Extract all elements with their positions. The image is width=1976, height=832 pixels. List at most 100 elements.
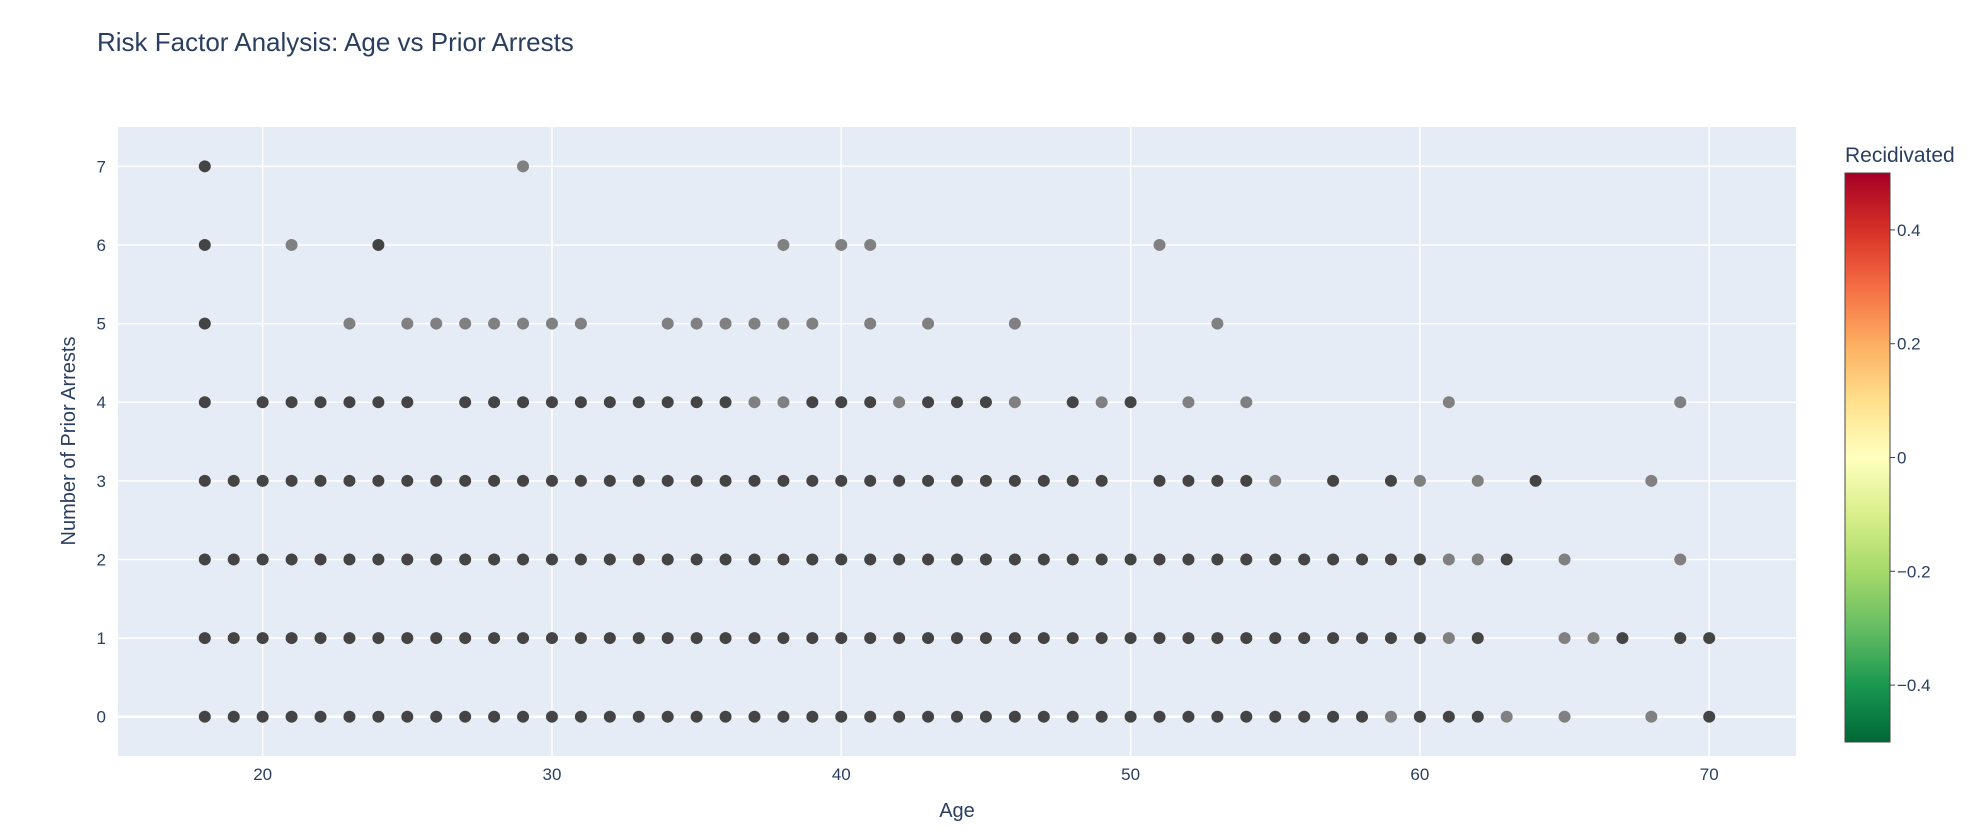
x-tick-label: 40 bbox=[832, 765, 851, 784]
data-point bbox=[545, 710, 558, 723]
data-point bbox=[748, 632, 761, 645]
data-point bbox=[1356, 710, 1369, 723]
data-point bbox=[314, 553, 327, 566]
data-point bbox=[893, 632, 906, 645]
data-point bbox=[1008, 553, 1021, 566]
data-point bbox=[285, 238, 298, 251]
data-point bbox=[1182, 474, 1195, 487]
data-point bbox=[1240, 474, 1253, 487]
data-point bbox=[835, 474, 848, 487]
data-point bbox=[285, 474, 298, 487]
data-point bbox=[198, 317, 211, 330]
data-point bbox=[256, 396, 269, 409]
data-point bbox=[951, 553, 963, 566]
data-point bbox=[1442, 632, 1455, 645]
data-point bbox=[1674, 553, 1687, 566]
data-point bbox=[1587, 632, 1600, 645]
data-point bbox=[719, 396, 732, 409]
data-point bbox=[777, 553, 790, 566]
data-point bbox=[1471, 553, 1484, 566]
data-point bbox=[401, 317, 414, 330]
data-point bbox=[459, 553, 472, 566]
data-point bbox=[1442, 396, 1455, 409]
colorbar-tick-label: −0.4 bbox=[1897, 676, 1931, 695]
data-point bbox=[603, 396, 616, 409]
y-tick-label: 6 bbox=[97, 236, 106, 255]
data-point bbox=[1240, 710, 1253, 723]
data-point bbox=[574, 396, 587, 409]
data-point bbox=[545, 317, 558, 330]
data-point bbox=[1182, 710, 1195, 723]
data-point bbox=[488, 553, 501, 566]
data-point bbox=[545, 553, 558, 566]
chart-title: Risk Factor Analysis: Age vs Prior Arres… bbox=[97, 27, 574, 57]
y-tick-label: 4 bbox=[97, 393, 106, 412]
data-point bbox=[1095, 474, 1108, 487]
data-point bbox=[1471, 632, 1484, 645]
data-point bbox=[690, 396, 703, 409]
data-point bbox=[227, 710, 240, 723]
data-point bbox=[285, 553, 298, 566]
data-point bbox=[1095, 396, 1108, 409]
y-tick-label: 7 bbox=[97, 157, 106, 176]
data-point bbox=[372, 396, 385, 409]
data-point bbox=[401, 396, 414, 409]
data-points bbox=[198, 160, 1716, 723]
data-point bbox=[864, 317, 877, 330]
data-point bbox=[922, 710, 935, 723]
data-point bbox=[661, 474, 674, 487]
data-point bbox=[285, 396, 298, 409]
data-point bbox=[748, 317, 761, 330]
data-point bbox=[1008, 396, 1021, 409]
data-point bbox=[777, 238, 790, 251]
data-point bbox=[748, 396, 761, 409]
data-point bbox=[1384, 710, 1397, 723]
data-point bbox=[1645, 710, 1658, 723]
data-point bbox=[517, 317, 530, 330]
y-axis-label: Number of Prior Arrests bbox=[58, 337, 80, 546]
data-point bbox=[372, 474, 385, 487]
data-point bbox=[574, 553, 587, 566]
data-point bbox=[1037, 474, 1050, 487]
x-tick-label: 20 bbox=[253, 765, 272, 784]
data-point bbox=[343, 710, 356, 723]
data-point bbox=[401, 632, 414, 645]
data-point bbox=[1703, 710, 1716, 723]
data-point bbox=[806, 396, 819, 409]
data-point bbox=[893, 710, 906, 723]
data-point bbox=[343, 317, 356, 330]
data-point bbox=[603, 553, 616, 566]
data-point bbox=[401, 710, 414, 723]
data-point bbox=[314, 396, 327, 409]
data-point bbox=[835, 632, 848, 645]
data-point bbox=[1413, 710, 1426, 723]
data-point bbox=[314, 474, 327, 487]
data-point bbox=[835, 710, 848, 723]
data-point bbox=[488, 474, 501, 487]
data-point bbox=[285, 632, 298, 645]
data-point bbox=[372, 553, 385, 566]
x-axis-label: Age bbox=[939, 800, 975, 822]
data-point bbox=[1413, 632, 1426, 645]
data-point bbox=[1182, 396, 1195, 409]
data-point bbox=[632, 710, 645, 723]
data-point bbox=[922, 474, 935, 487]
data-point bbox=[372, 238, 385, 251]
data-point bbox=[227, 632, 240, 645]
data-point bbox=[893, 474, 906, 487]
data-point bbox=[574, 474, 587, 487]
data-point bbox=[1095, 553, 1108, 566]
grid-lines bbox=[118, 127, 1796, 756]
data-point bbox=[719, 474, 732, 487]
data-point bbox=[574, 710, 587, 723]
data-point bbox=[1356, 553, 1369, 566]
data-point bbox=[545, 632, 558, 645]
data-point bbox=[951, 710, 963, 723]
data-point bbox=[198, 474, 211, 487]
data-point bbox=[1066, 553, 1079, 566]
data-point bbox=[603, 632, 616, 645]
data-point bbox=[1153, 238, 1166, 251]
data-point bbox=[1008, 474, 1021, 487]
data-point bbox=[922, 632, 935, 645]
